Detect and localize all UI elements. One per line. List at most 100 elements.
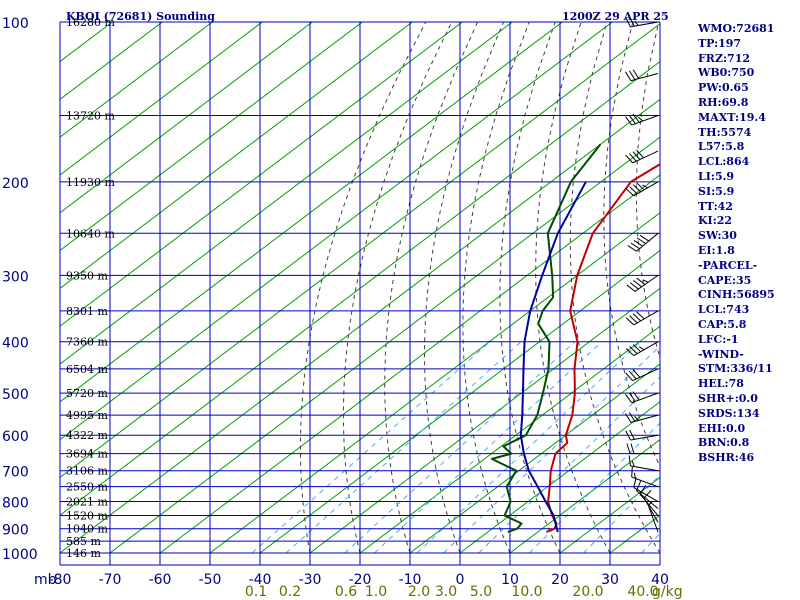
wind-barb-flag [634,20,639,26]
index-line: L57:5.8 [698,140,745,154]
height-label: 3694 m [66,448,108,461]
mixing-ratio-line [443,345,660,554]
isotherm-line [60,22,313,214]
isotherm-line [359,325,660,554]
wind-barb-flag [629,429,635,440]
wind-barb [625,310,659,326]
index-line: LCL:743 [698,303,750,317]
wind-barb [625,368,659,382]
mixing-ratio-tick-label: 2.0 [408,584,430,600]
isotherm-line [60,60,660,516]
mixing-ratio-line [251,341,491,554]
wind-barb-flag [636,277,646,285]
wind-barb-staff [633,487,659,502]
wind-barb-staff [633,181,659,197]
height-label: 4322 m [66,429,108,442]
mixing-ratio-line [478,376,660,554]
height-label: 9350 m [66,269,108,282]
wind-barb [626,274,659,292]
wind-barb-flag [636,182,645,191]
wind-barb-flag [625,413,632,423]
height-label: 1040 m [66,523,108,536]
mixing-ratio-line [344,341,576,554]
temperature-tick-label: -60 [149,572,172,588]
wind-barb-flag [625,394,633,404]
wind-barb-flag [629,16,635,27]
index-line: MAXT:19.4 [698,110,766,124]
wind-barb-flag [628,370,637,380]
isotherm-line [509,438,660,554]
wind-barb-flag [642,184,648,189]
wind-barb-flag [632,184,642,193]
wind-barb-staff [630,465,659,472]
index-line: SRDS:134 [698,406,760,420]
index-line: SHR+:0.0 [698,391,758,405]
index-line: -PARCEL- [698,258,758,272]
pressure-tick-label: 1000 [2,547,38,563]
index-line: CAPE:35 [698,273,752,287]
wind-barb-flag [628,115,636,125]
pressure-tick-label: 300 [2,269,29,285]
wind-barb-flag [642,279,649,283]
isotherm-line [60,98,660,554]
wind-barb-staff [631,476,659,488]
dewpoint-profile-line [490,143,602,533]
index-line: WMO:72681 [698,22,775,35]
wind-barb-staff [631,115,659,126]
isotherm-line [60,22,413,289]
wind-barb-flag [625,188,635,197]
isotherm-line [60,23,660,479]
height-label: 3106 m [66,465,108,478]
temperature-tick-label: -80 [49,572,72,588]
index-line: PW:0.65 [698,81,749,95]
sounding-indices-panel: WMO:72681 TP:197 FRZ:712 WB0:750 PW:0.65 RH:6… [698,22,798,466]
wind-barb-flag [638,116,644,122]
wind-barb-flag [626,284,636,292]
wind-barb-staff [636,232,659,252]
index-line: LFC:-1 [698,332,739,346]
wind-barb-flag [625,372,633,382]
height-label: 11930 m [66,176,115,189]
pressure-tick-label: 600 [2,429,29,445]
wind-barb-flag [629,186,638,195]
temperature-tick-label: 0 [456,572,465,588]
wind-barb-flag [632,151,641,160]
isotherm-lines [60,22,660,554]
isotherm-line [60,22,213,138]
temperature-tick-label: -50 [199,572,222,588]
wind-barb-flag [625,71,632,81]
index-line: CAP:5.8 [698,317,747,331]
index-line: LI:5.9 [698,169,735,183]
isotherm-line [109,136,660,554]
mixing-ratio-unit-label: g/kg [652,584,683,600]
wind-barb-flag [636,237,647,245]
wind-barb-flag [632,313,642,322]
parcel-path-line [519,181,587,533]
mixing-ratio-tick-label: 20.0 [572,584,603,600]
wind-barb-flag [628,412,636,422]
mixing-ratio-tick-label: 10.0 [511,584,542,600]
isotherm-line [60,22,513,365]
wind-barb-staff [632,368,659,382]
isotherm-line [259,249,660,554]
index-line: STM:336/11 [698,362,773,376]
isotherm-line [309,287,660,554]
mixing-ratio-tick-label: 0.2 [279,584,301,600]
wind-barb [625,113,659,126]
wind-barb-flag [632,391,640,401]
height-label: 2550 m [66,481,108,494]
wind-barb-staff [631,392,659,404]
wind-barb-staff [630,434,659,441]
wind-barb [625,341,659,357]
wind-barb-flag [630,443,635,454]
wind-barb [625,412,659,423]
wind-barb-flag [643,490,652,499]
wind-barb [628,455,659,472]
index-line: SW:30 [698,229,737,243]
height-label: 6504 m [66,363,108,376]
index-line: FRZ:712 [698,51,751,65]
wind-barb-flag [625,317,635,326]
wind-barb-flag [636,149,644,159]
wind-barb-flag [630,242,640,250]
